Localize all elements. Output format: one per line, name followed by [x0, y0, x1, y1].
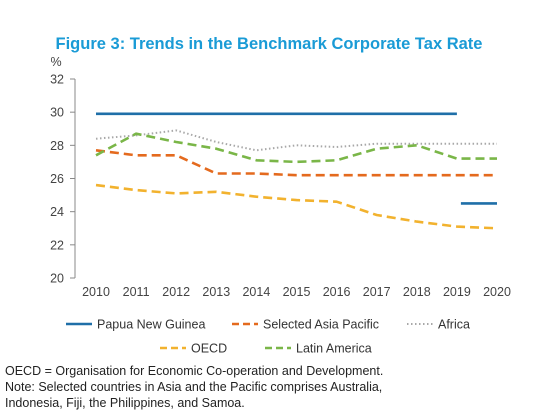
series-line-latin-america	[95, 132, 497, 164]
y-tick-label: 28	[50, 139, 64, 153]
note-oecd-definition: OECD = Organisation for Economic Co-oper…	[5, 364, 384, 378]
x-tick-label: 2012	[162, 285, 190, 299]
y-tick-label: 30	[50, 106, 64, 120]
y-axis-unit-label: %	[50, 55, 61, 69]
y-tick-label: 22	[50, 238, 64, 252]
x-tick-label: 2011	[123, 285, 150, 299]
x-tick-label: 2014	[242, 285, 270, 299]
x-tick-label: 2015	[283, 285, 311, 299]
y-tick-label: 24	[50, 205, 64, 219]
series-line-africa	[95, 129, 497, 152]
x-tick-label: 2016	[323, 285, 351, 299]
legend-label: Africa	[438, 318, 470, 332]
x-tick-label: 2020	[483, 285, 511, 299]
legend-label: Selected Asia Pacific	[263, 318, 379, 332]
series-line-oecd	[95, 183, 498, 230]
legend-label: Latin America	[296, 342, 372, 356]
x-tick-label: 2019	[443, 285, 471, 299]
x-tick-label: 2010	[82, 285, 110, 299]
line-chart: 20 22 24 26 28 30 32% 2010 2011 2012 2013 2014 2015 2…	[50, 55, 511, 356]
x-tick-label: 2018	[403, 285, 431, 299]
legend-label: OECD	[191, 342, 227, 356]
note-selected-countries: Note: Selected countries in Asia and the…	[5, 380, 383, 394]
y-tick-label: 20	[50, 272, 64, 286]
chart-notes: OECD = Organisation for Economic Co-oper…	[5, 363, 535, 411]
note-selected-countries-continued: Indonesia, Fiji, the Philippines, and Sa…	[5, 396, 245, 410]
legend-label: Papua New Guinea	[97, 318, 205, 332]
series-line-selected-asia-pacific	[95, 149, 497, 177]
chart-title: Figure 3: Trends in the Benchmark Corpor…	[55, 35, 483, 53]
y-tick-label: 26	[50, 172, 64, 186]
x-tick-label: 2013	[202, 285, 230, 299]
x-tick-label: 2017	[363, 285, 391, 299]
y-tick-label: 32	[50, 73, 64, 87]
